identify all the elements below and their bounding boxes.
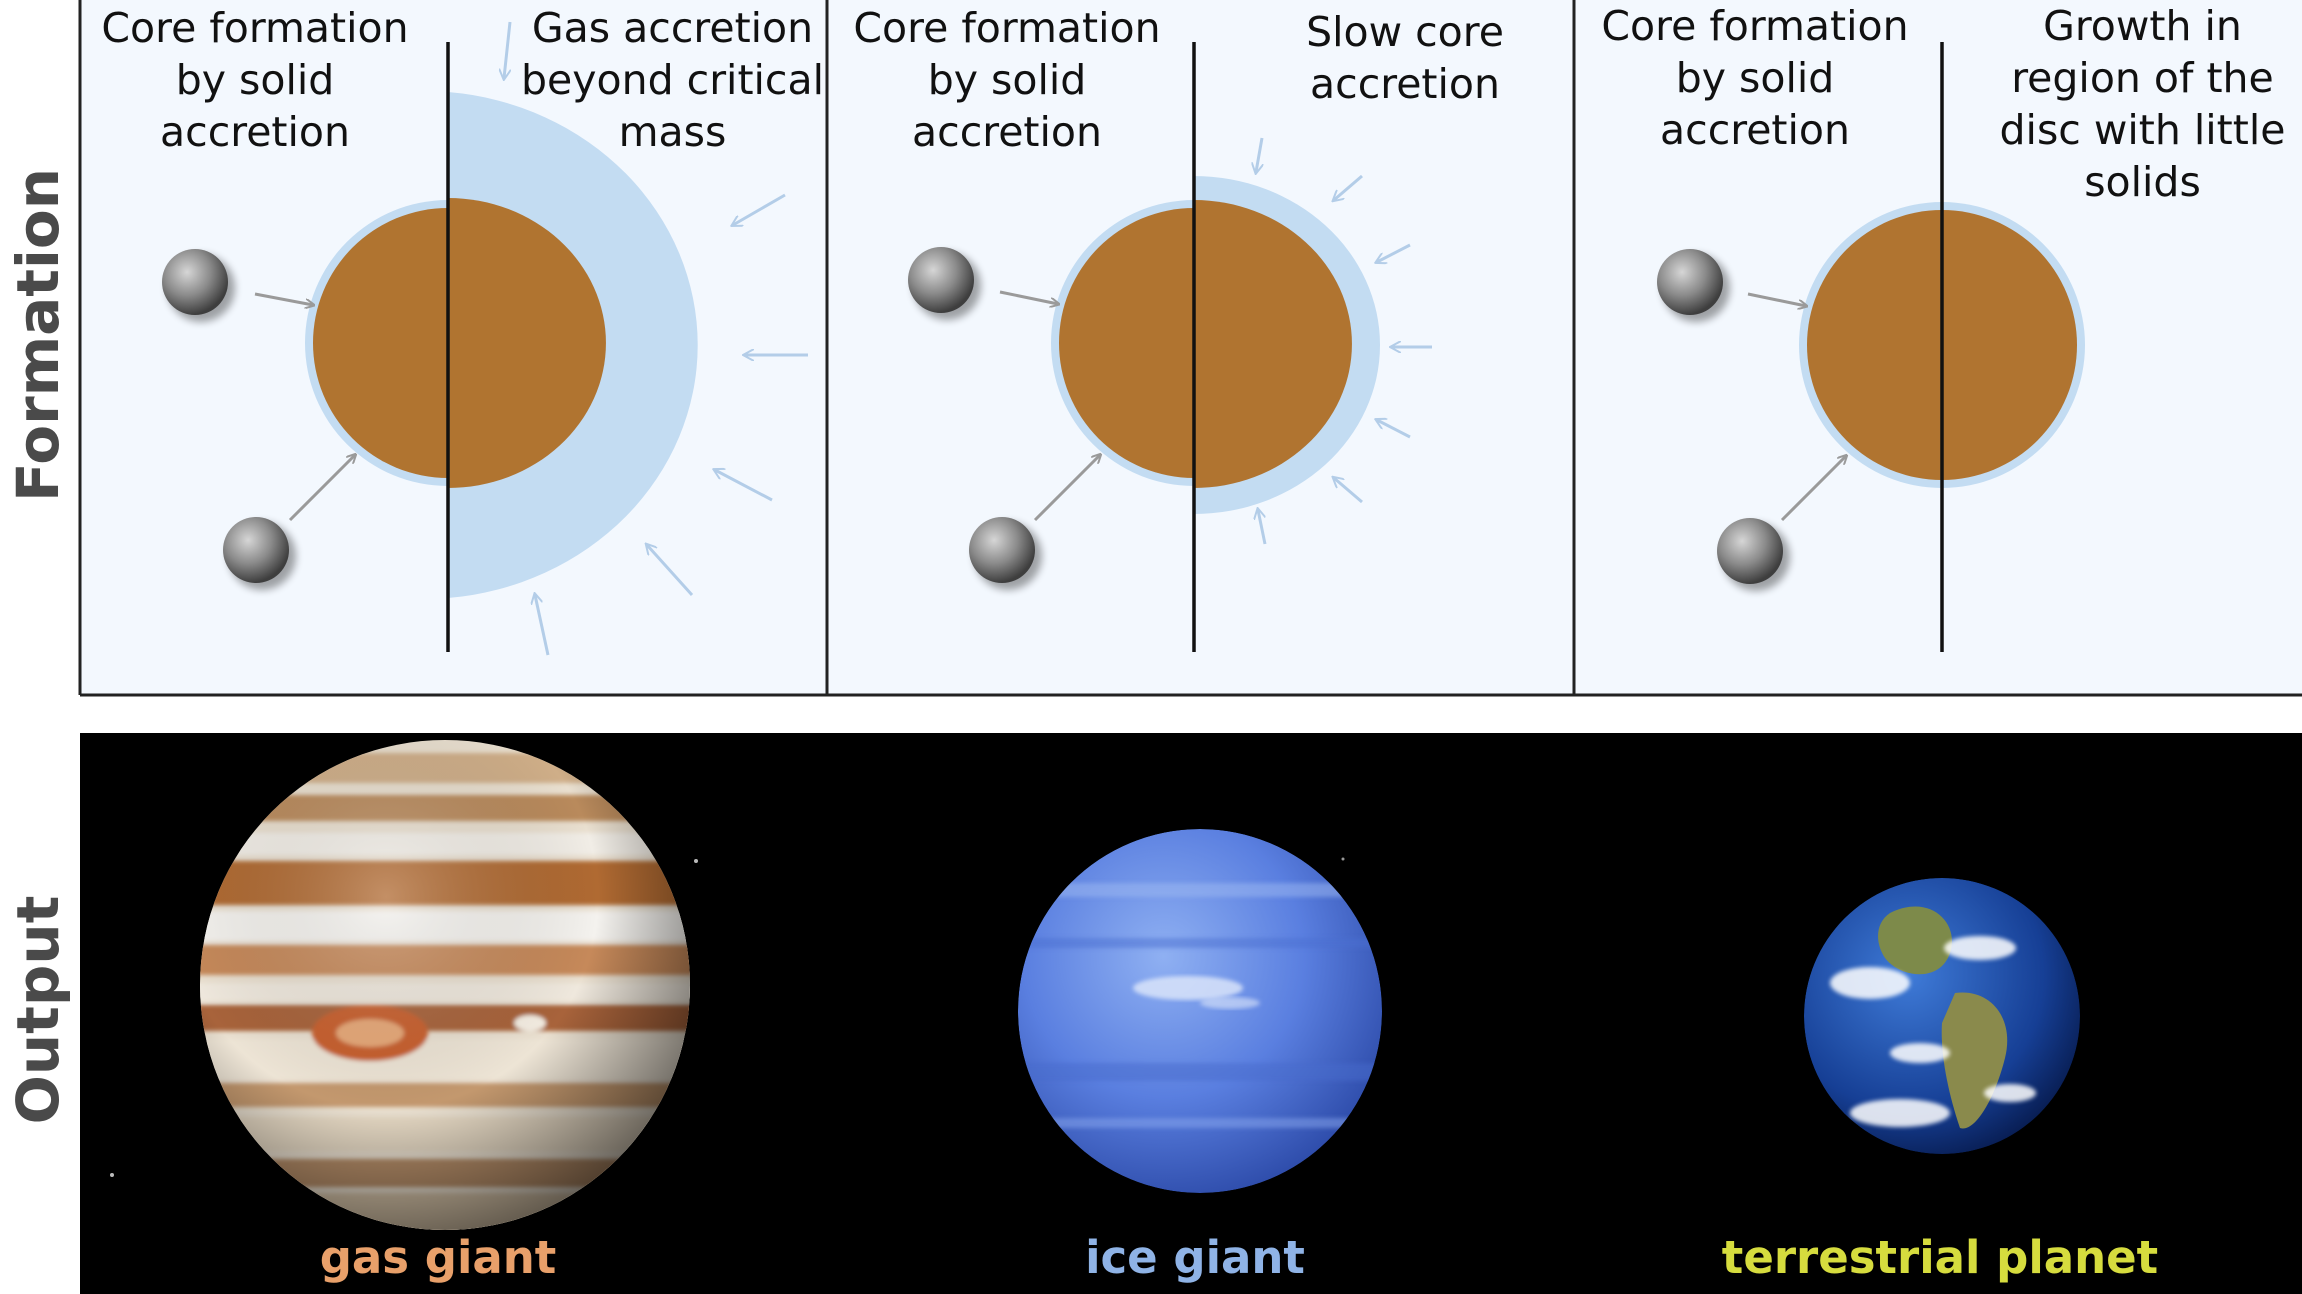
ice-core-half — [1194, 200, 1352, 488]
planetesimal-icon — [908, 247, 974, 313]
ice-inflow-arrows — [1256, 137, 1432, 545]
planetesimal-lower — [223, 517, 296, 590]
panel-1-right-caption: Gas accretion beyond critical mass — [521, 4, 824, 156]
panel-3-left-caption: Core formation by solid accretion — [1601, 2, 1909, 154]
star-dot — [1341, 857, 1345, 861]
gas-giant-label: gas giant — [319, 1231, 557, 1284]
planetesimal-upper — [1657, 249, 1730, 322]
ice-arrow — [1256, 137, 1264, 172]
ice-giant-label: ice giant — [1085, 1231, 1305, 1284]
planetesimal-icon — [162, 249, 228, 315]
panel-3-graphic — [1657, 42, 2085, 652]
formation-diagram — [78, 0, 2302, 697]
gas-arrow — [733, 193, 786, 225]
star-dot — [694, 859, 698, 863]
ice-arrow — [1377, 420, 1411, 439]
accretion-arrow — [1033, 455, 1100, 522]
planetesimal-upper — [908, 247, 981, 320]
gas-inflow-arrows — [504, 21, 808, 656]
panel-2-left-caption: Core formation by solid accretion — [853, 4, 1161, 156]
gas-arrow — [504, 21, 512, 78]
gas-arrow — [535, 595, 550, 656]
earth-image — [1804, 878, 2080, 1154]
gas-arrow — [647, 545, 694, 597]
jupiter-image — [200, 740, 690, 1230]
accretion-arrow — [1747, 292, 1806, 306]
panel-3-right-caption: Growth in region of the disc with little… — [1999, 2, 2286, 206]
panel-1-left-caption: Core formation by solid accretion — [101, 4, 409, 156]
planetesimal-icon — [1657, 249, 1723, 315]
output-planets — [110, 740, 2080, 1230]
planetesimal-icon — [1717, 518, 1783, 584]
ice-arrow — [1334, 478, 1363, 504]
ice-arrow — [1258, 510, 1267, 545]
output-panel: gas giant ice giant terrestrial planet — [80, 733, 2302, 1294]
ice-arrow — [1334, 174, 1363, 200]
accretion-arrow — [254, 292, 313, 305]
accretion-arrow — [999, 290, 1058, 304]
gas-core-half — [448, 198, 606, 488]
panel-2-right-caption: Slow core accretion — [1306, 8, 1504, 108]
star-dot — [110, 1173, 114, 1177]
planetesimal-upper — [162, 249, 235, 322]
planetesimal-icon — [223, 517, 289, 583]
panel-1-graphic — [162, 21, 808, 656]
gas-arrow — [715, 470, 773, 502]
row-label-output: Output — [4, 895, 72, 1125]
panel-2-graphic — [908, 42, 1432, 652]
terrestrial-planet-label: terrestrial planet — [1721, 1231, 2159, 1284]
planetesimal-icon — [969, 517, 1035, 583]
accretion-arrow — [1780, 456, 1846, 522]
neptune-image — [1018, 829, 1382, 1193]
planetesimal-lower — [969, 517, 1042, 590]
accretion-arrow — [288, 455, 355, 522]
ice-arrow — [1377, 243, 1411, 262]
planetesimal-lower — [1717, 518, 1790, 591]
